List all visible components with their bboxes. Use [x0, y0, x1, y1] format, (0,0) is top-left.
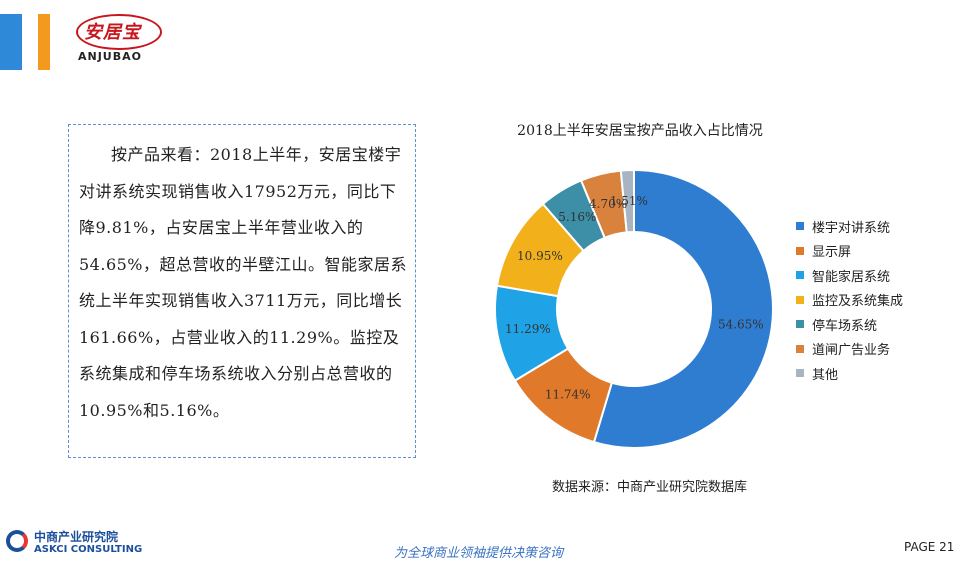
chart-title: 2018上半年安居宝按产品收入占比情况: [517, 123, 763, 139]
askci-logo-icon: [6, 530, 28, 552]
donut-slice-0: [592, 168, 774, 449]
logo-text-en: ANJUBAO: [78, 50, 142, 63]
legend-item-1: 显示屏: [796, 239, 903, 264]
slice-value-label-2: 11.29%: [505, 322, 551, 336]
data-source: 数据来源：中商产业研究院数据库: [552, 480, 748, 495]
legend-swatch: [796, 271, 804, 280]
legend-swatch: [796, 320, 804, 329]
legend-label: 其他: [812, 367, 839, 383]
legend-label: 停车场系统: [812, 318, 878, 334]
legend-swatch: [796, 222, 804, 231]
slice-value-label-4: 5.16%: [558, 210, 596, 224]
accent-bar-blue: [0, 14, 22, 70]
legend-label: 道闸广告业务: [812, 343, 891, 359]
page-number: PAGE 21: [904, 540, 955, 554]
slice-value-label-3: 10.95%: [517, 249, 563, 263]
legend-label: 显示屏: [812, 245, 852, 261]
legend-swatch: [796, 295, 804, 304]
slice-value-label-6: 1.51%: [610, 194, 648, 208]
chart-legend: 楼宇对讲系统 显示屏智能家居系统 监控及系统集成 停车场系统道闸广告业务 其他: [796, 214, 903, 386]
footer-org-en: ASKCI CONSULTING: [34, 544, 143, 555]
legend-label: 智能家居系统: [812, 269, 891, 285]
legend-item-6: 其他: [796, 361, 903, 386]
slice-value-label-5: 4.70%: [589, 197, 627, 211]
slice-value-label-0: 54.65%: [718, 318, 764, 332]
logo-text-cn: 安居宝: [84, 22, 141, 43]
legend-swatch: [796, 369, 804, 378]
logo-oval-icon: [76, 14, 162, 50]
legend-item-2: 智能家居系统: [796, 263, 903, 288]
accent-bar-orange: [38, 14, 50, 70]
footer-slogan: 为全球商业领袖提供决策咨询: [394, 546, 564, 561]
legend-item-3: 监控及系统集成: [796, 288, 903, 313]
slice-value-label-1: 11.74%: [545, 387, 591, 401]
summary-paragraph: 按产品来看：2018上半年，安居宝楼宇对讲系统实现销售收入17952万元，同比下…: [79, 145, 408, 420]
legend-item-5: 道闸广告业务: [796, 337, 903, 362]
summary-text-box: 按产品来看：2018上半年，安居宝楼宇对讲系统实现销售收入17952万元，同比下…: [68, 124, 416, 458]
donut-slice-6: [619, 168, 635, 234]
legend-label: 楼宇对讲系统: [812, 220, 891, 236]
legend-item-0: 楼宇对讲系统: [796, 214, 903, 239]
footer-org-cn: 中商产业研究院: [34, 530, 119, 544]
legend-label: 监控及系统集成: [812, 294, 904, 310]
legend-item-4: 停车场系统: [796, 312, 903, 337]
legend-swatch: [796, 344, 804, 353]
legend-swatch: [796, 246, 804, 255]
footer-logo: 中商产业研究院 ASKCI CONSULTING: [6, 530, 142, 560]
anjubao-logo: 安居宝 ANJUBAO: [72, 14, 172, 66]
